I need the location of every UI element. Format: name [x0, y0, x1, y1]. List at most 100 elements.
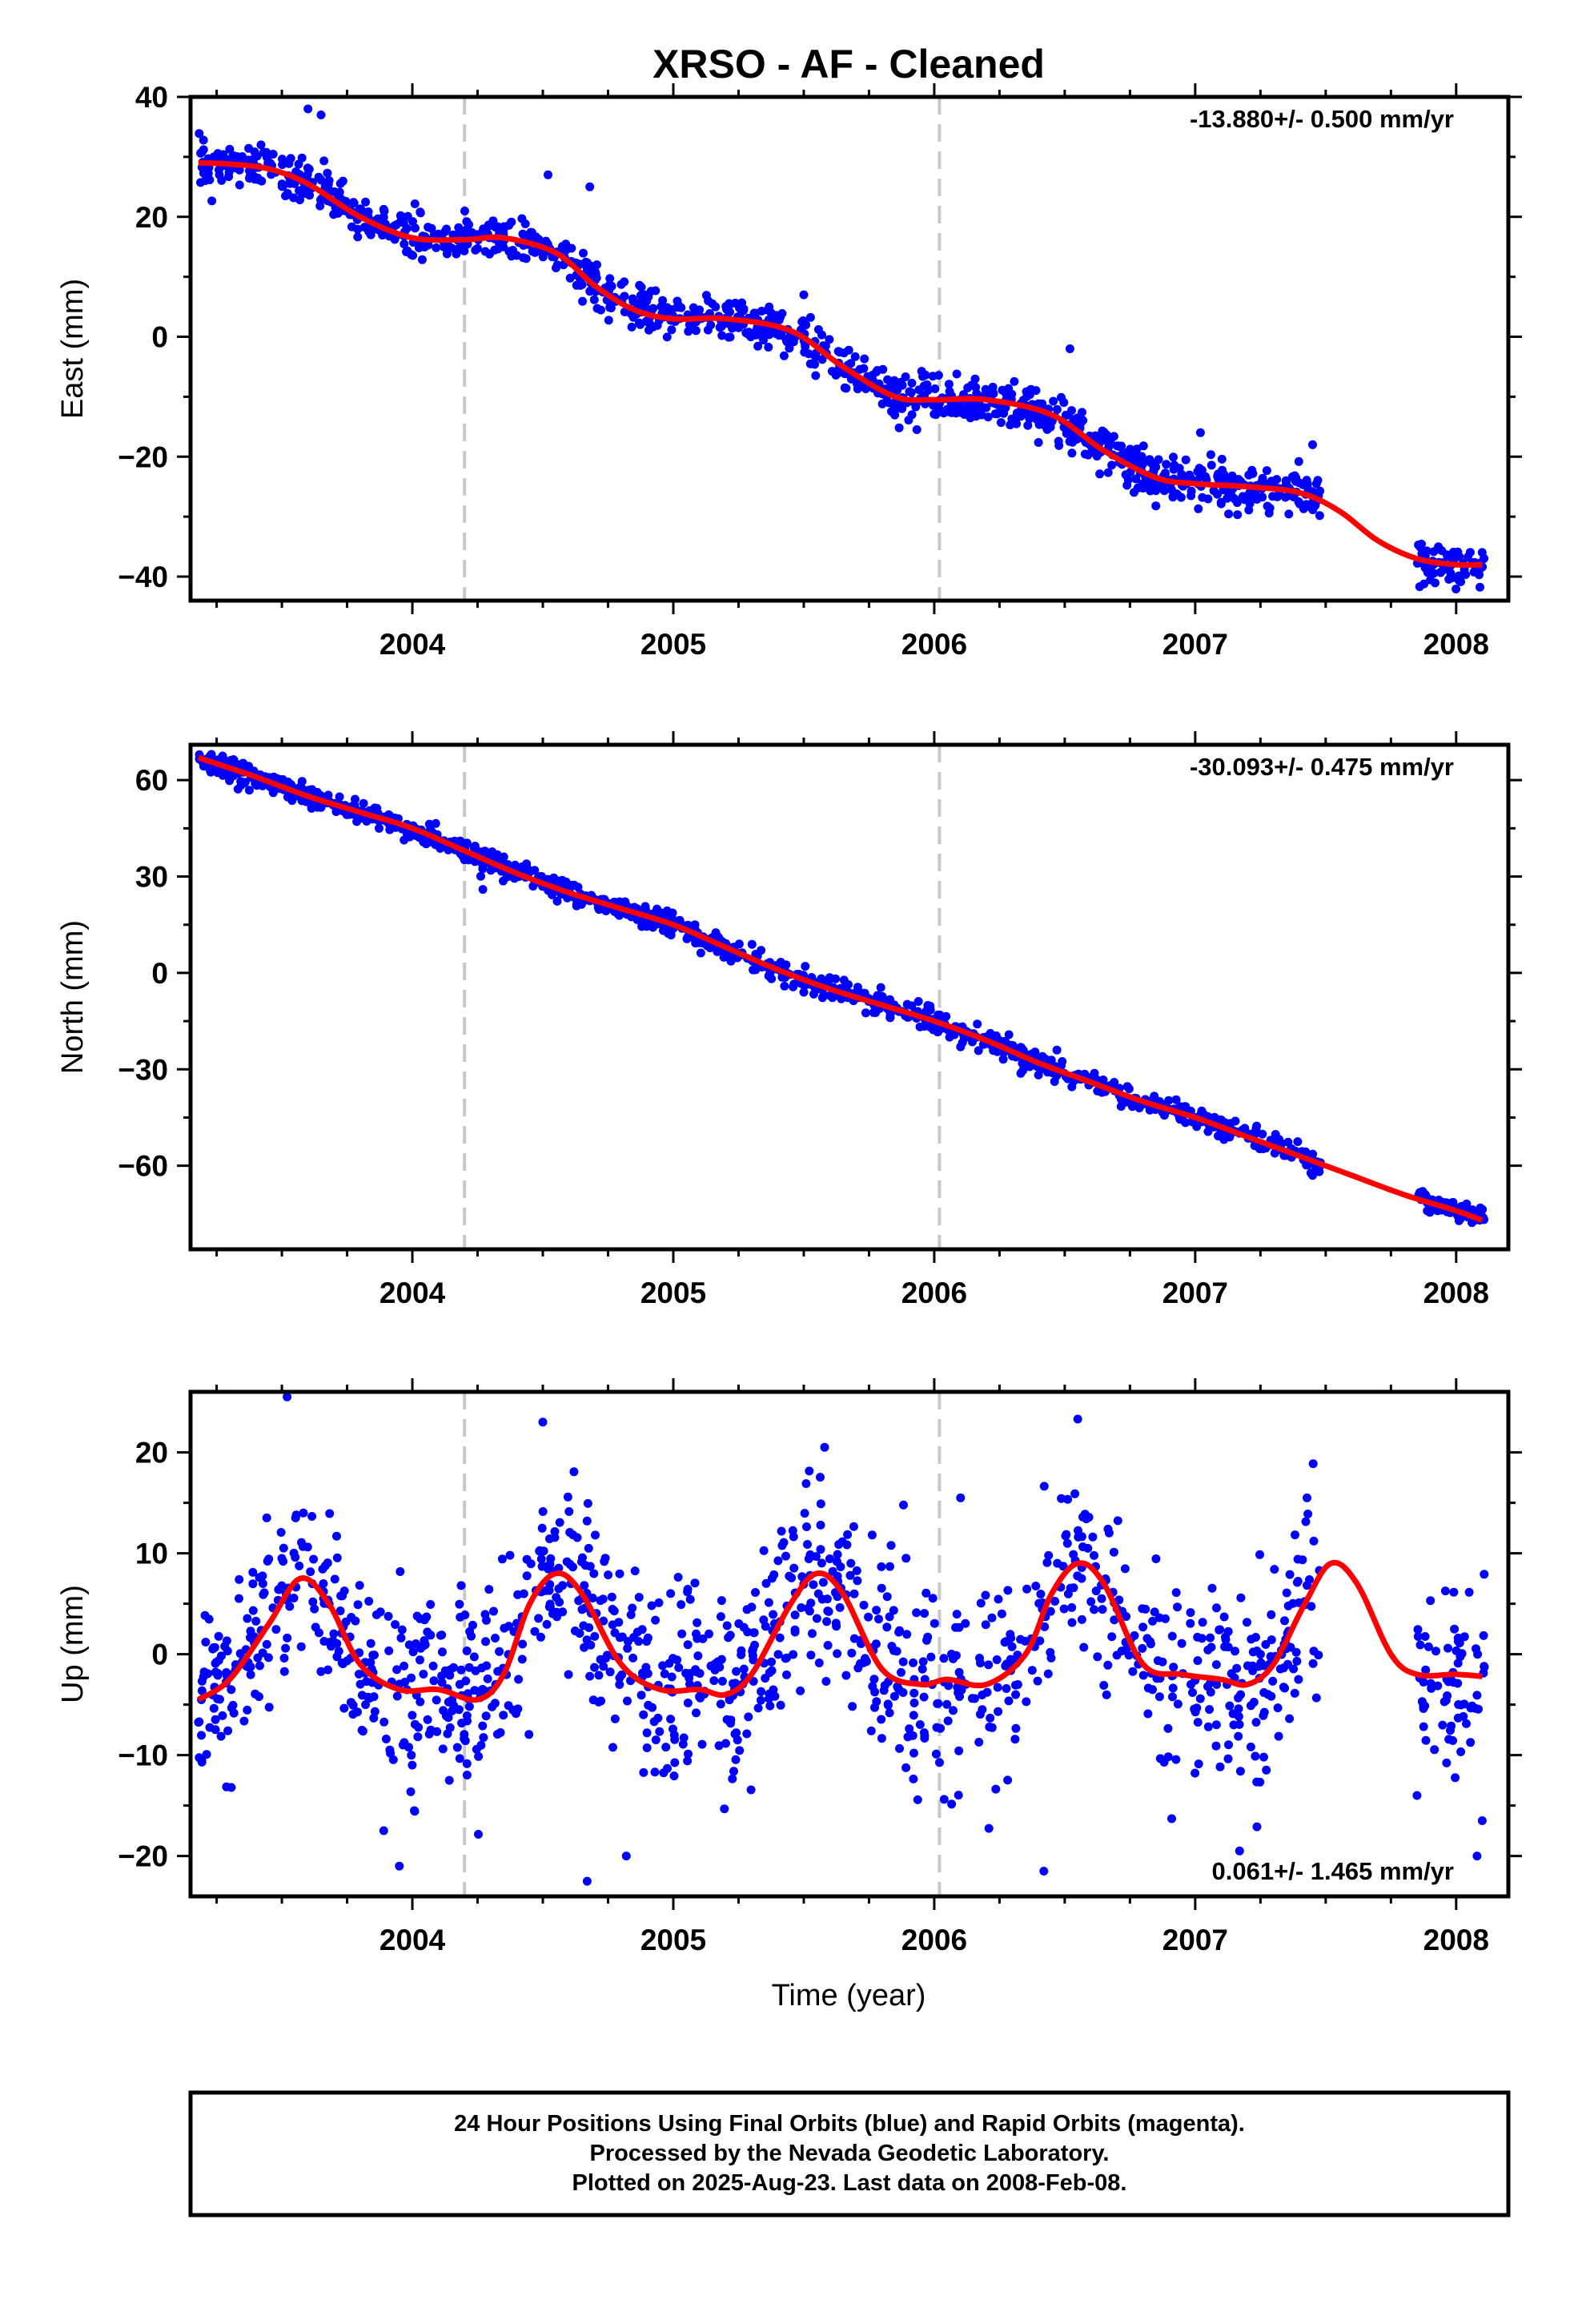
data-point — [1033, 1676, 1042, 1686]
data-point — [479, 1733, 488, 1743]
data-point — [1122, 1612, 1131, 1621]
data-point — [909, 1658, 918, 1667]
data-point — [285, 1602, 295, 1611]
data-point — [222, 1636, 231, 1646]
data-point — [777, 1526, 786, 1536]
data-point — [258, 1579, 267, 1588]
data-point — [885, 1708, 894, 1718]
data-point — [1035, 1636, 1045, 1646]
data-point — [1453, 1659, 1463, 1668]
data-point — [568, 1562, 577, 1572]
data-point — [420, 1636, 429, 1645]
data-point — [725, 1695, 734, 1705]
data-point — [297, 777, 307, 786]
data-point — [1224, 509, 1234, 519]
data-point — [325, 1509, 335, 1518]
y-tick-label: −60 — [118, 1150, 168, 1183]
data-point — [662, 332, 672, 342]
data-point — [417, 255, 427, 264]
data-point — [1315, 511, 1324, 521]
data-points — [195, 104, 1489, 593]
data-point — [256, 140, 266, 150]
data-point — [809, 1580, 818, 1590]
data-point — [647, 1601, 656, 1610]
data-point — [304, 786, 314, 794]
data-point — [355, 1581, 364, 1590]
data-point — [1191, 1768, 1200, 1778]
data-point — [803, 1540, 812, 1549]
data-point — [825, 335, 834, 344]
data-point — [780, 981, 789, 991]
data-point — [480, 1610, 490, 1619]
data-point — [753, 1703, 763, 1713]
data-point — [932, 1723, 942, 1732]
data-point — [1123, 475, 1133, 485]
data-point — [538, 1507, 548, 1516]
data-point — [492, 1730, 502, 1739]
data-point — [1012, 408, 1022, 418]
data-point — [895, 1626, 904, 1635]
data-point — [877, 1562, 886, 1571]
data-point — [942, 1011, 951, 1021]
y-tick-label: 30 — [135, 861, 168, 894]
data-point — [1275, 1664, 1285, 1674]
data-point — [822, 1617, 832, 1626]
data-point — [1034, 1598, 1044, 1608]
data-point — [1292, 1578, 1302, 1587]
data-point — [286, 791, 295, 801]
data-point — [1206, 1633, 1215, 1642]
data-point — [994, 1594, 1003, 1604]
data-point — [238, 152, 247, 161]
data-point — [1268, 1676, 1278, 1686]
data-point — [537, 1523, 547, 1533]
plot-frame — [188, 1389, 1511, 1899]
data-point — [1431, 1647, 1440, 1656]
data-point — [1167, 1814, 1176, 1823]
data-point — [584, 1623, 594, 1632]
data-point — [1309, 1536, 1319, 1546]
data-point — [463, 1716, 472, 1726]
data-point — [296, 1642, 306, 1651]
data-point — [942, 1699, 952, 1709]
data-point — [1010, 1735, 1020, 1744]
data-point — [1097, 1594, 1106, 1603]
data-point — [848, 1702, 857, 1711]
data-point — [1421, 1665, 1431, 1675]
data-point — [554, 1563, 564, 1573]
y-axis-label-east: East (mm) — [56, 279, 90, 419]
data-point — [968, 408, 978, 418]
data-point — [869, 1007, 878, 1017]
data-point — [647, 321, 656, 331]
data-point — [218, 1711, 227, 1720]
data-point — [951, 1622, 961, 1632]
data-point — [276, 1528, 286, 1537]
data-point — [572, 899, 581, 909]
data-point — [704, 296, 713, 306]
data-point — [1030, 1047, 1040, 1057]
data-point — [836, 1562, 845, 1571]
data-point — [1311, 1693, 1321, 1703]
data-point — [669, 1771, 679, 1781]
data-point — [993, 1683, 1002, 1692]
y-tick-label: 0 — [151, 1638, 168, 1671]
data-point — [968, 1037, 977, 1047]
data-point — [1479, 1630, 1488, 1640]
data-point — [310, 1604, 319, 1614]
data-point — [817, 1558, 826, 1568]
data-point — [201, 1638, 211, 1647]
y-tick-label: −20 — [118, 1840, 168, 1873]
data-point — [879, 1686, 889, 1695]
data-point — [434, 229, 443, 239]
data-point — [1472, 1644, 1480, 1654]
data-point — [414, 1723, 424, 1732]
data-point — [674, 1663, 684, 1672]
data-point — [314, 172, 323, 182]
data-point — [1031, 1582, 1041, 1590]
data-point — [703, 325, 713, 335]
data-point — [801, 962, 810, 971]
data-point — [1443, 1643, 1452, 1653]
data-point — [585, 1671, 595, 1681]
data-point — [901, 1554, 911, 1563]
data-point — [304, 164, 314, 174]
data-point — [520, 219, 530, 228]
